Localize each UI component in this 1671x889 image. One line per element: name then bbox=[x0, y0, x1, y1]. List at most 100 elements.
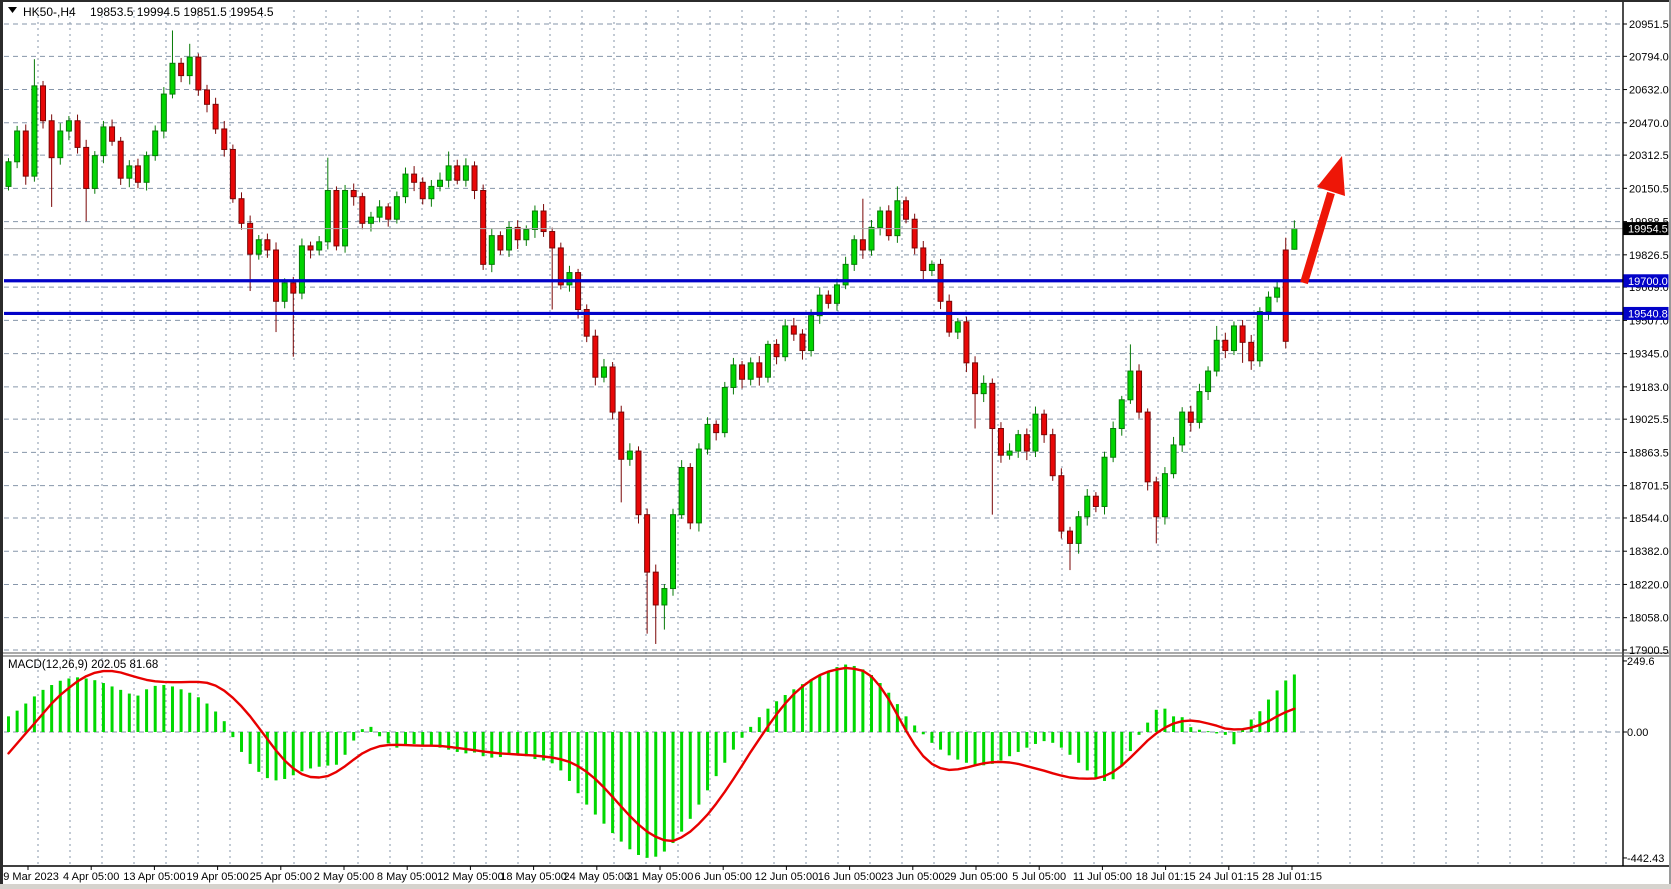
candle bbox=[911, 213, 918, 255]
macd-histogram-bar bbox=[369, 726, 373, 732]
candle-body bbox=[324, 190, 331, 243]
candle bbox=[980, 375, 987, 403]
macd-histogram-bar bbox=[550, 732, 554, 764]
candle bbox=[609, 362, 616, 420]
macd-axis-label: -442.43 bbox=[1627, 853, 1664, 865]
candle bbox=[670, 508, 677, 596]
macd-histogram-bar bbox=[585, 732, 589, 805]
candle-body bbox=[316, 241, 323, 251]
candle-body bbox=[877, 210, 884, 228]
candle bbox=[592, 329, 599, 386]
macd-histogram-bar bbox=[1008, 732, 1012, 757]
macd-histogram-bar bbox=[214, 711, 218, 732]
pane-splitter[interactable] bbox=[0, 650, 1671, 658]
time-axis[interactable] bbox=[0, 866, 1671, 884]
candle bbox=[1153, 476, 1160, 544]
candle bbox=[428, 180, 435, 207]
macd-indicator-label: MACD(12,26,9) 202.05 81.68 bbox=[8, 659, 158, 671]
macd-histogram-bar bbox=[1197, 729, 1201, 732]
candle-body bbox=[402, 173, 409, 198]
candle-body bbox=[747, 362, 754, 380]
symbol-dropdown-icon[interactable] bbox=[8, 7, 17, 13]
candle-body bbox=[1127, 370, 1134, 401]
macd-histogram-bar bbox=[999, 732, 1003, 761]
candle bbox=[644, 508, 651, 634]
time-axis-label: 25 Apr 05:00 bbox=[250, 871, 312, 883]
macd-histogram-bar bbox=[136, 695, 140, 732]
price-axis[interactable] bbox=[1623, 0, 1669, 866]
candle-body bbox=[1239, 325, 1246, 343]
candle-body bbox=[1205, 370, 1212, 393]
candle-body bbox=[670, 514, 677, 590]
arrow-up-annotation-tail[interactable] bbox=[1300, 191, 1335, 285]
candle bbox=[808, 309, 815, 357]
candle-body bbox=[350, 190, 357, 198]
macd-histogram-bar bbox=[680, 732, 684, 832]
candle-body bbox=[195, 56, 202, 91]
macd-histogram-bar bbox=[973, 732, 977, 765]
macd-histogram-bar bbox=[188, 692, 192, 732]
candle bbox=[203, 84, 210, 113]
candle-body bbox=[816, 294, 823, 317]
candle bbox=[583, 304, 590, 343]
candle bbox=[721, 381, 728, 438]
candle-body bbox=[488, 235, 495, 265]
macd-histogram-bar bbox=[1266, 699, 1270, 732]
window-right-border bbox=[1669, 0, 1671, 889]
candle-body bbox=[74, 120, 81, 148]
arrow-up-annotation-head[interactable] bbox=[1317, 156, 1345, 196]
macd-histogram-bar bbox=[507, 732, 511, 755]
candle-body bbox=[549, 231, 556, 249]
candle bbox=[143, 151, 150, 191]
candle bbox=[255, 235, 262, 260]
candle-body bbox=[1265, 296, 1272, 313]
candle-body bbox=[1170, 444, 1177, 475]
candle-body bbox=[713, 423, 720, 434]
macd-histogram-bar bbox=[1103, 732, 1107, 781]
time-axis-label: 23 Jun 05:00 bbox=[881, 871, 945, 883]
macd-histogram-bar bbox=[939, 732, 943, 750]
candle bbox=[14, 125, 21, 169]
candle-body bbox=[1092, 495, 1099, 507]
time-axis-label: 13 Apr 05:00 bbox=[123, 871, 185, 883]
time-axis-label: 4 Apr 05:00 bbox=[63, 871, 119, 883]
time-axis-label: 12 May 05:00 bbox=[437, 871, 504, 883]
macd-histogram-bar bbox=[714, 732, 718, 777]
candle bbox=[1110, 421, 1117, 463]
main-chart-pane[interactable] bbox=[4, 8, 1623, 650]
macd-histogram-bar bbox=[1146, 722, 1150, 732]
candle-body bbox=[1230, 325, 1237, 352]
macd-axis-label: 0.00 bbox=[1627, 727, 1648, 739]
price-axis-label: 19025.5 bbox=[1629, 414, 1669, 426]
candle-body bbox=[609, 366, 616, 413]
candle bbox=[790, 317, 797, 341]
candle-body bbox=[618, 411, 625, 460]
candle bbox=[756, 356, 763, 386]
time-axis-label: 24 May 05:00 bbox=[563, 871, 630, 883]
window-bottom-strip bbox=[0, 884, 1671, 889]
candle-body bbox=[851, 239, 858, 265]
price-axis-label: 18058.0 bbox=[1629, 613, 1669, 625]
macd-histogram-bar bbox=[749, 726, 753, 732]
price-badge-level-1 bbox=[1623, 274, 1669, 288]
macd-histogram-bar bbox=[619, 732, 623, 842]
macd-histogram-bar bbox=[438, 732, 442, 748]
macd-histogram-bar bbox=[1111, 732, 1115, 780]
time-axis-label: 18 Jul 01:15 bbox=[1136, 871, 1196, 883]
macd-histogram-bar bbox=[792, 689, 796, 732]
candle-body bbox=[393, 196, 400, 220]
candle-body bbox=[1248, 341, 1255, 362]
macd-histogram-bar bbox=[697, 732, 701, 805]
macd-histogram-bar bbox=[887, 692, 891, 732]
candle bbox=[445, 151, 452, 188]
candle-body bbox=[894, 200, 901, 237]
window-left-border bbox=[0, 0, 3, 889]
candle-body bbox=[903, 200, 910, 220]
macd-histogram-bar bbox=[1232, 732, 1236, 745]
macd-pane[interactable] bbox=[4, 658, 1623, 866]
candle bbox=[531, 205, 538, 238]
candle bbox=[1230, 321, 1237, 356]
macd-histogram-bar bbox=[1128, 732, 1132, 752]
price-axis-label: 18701.5 bbox=[1629, 481, 1669, 493]
